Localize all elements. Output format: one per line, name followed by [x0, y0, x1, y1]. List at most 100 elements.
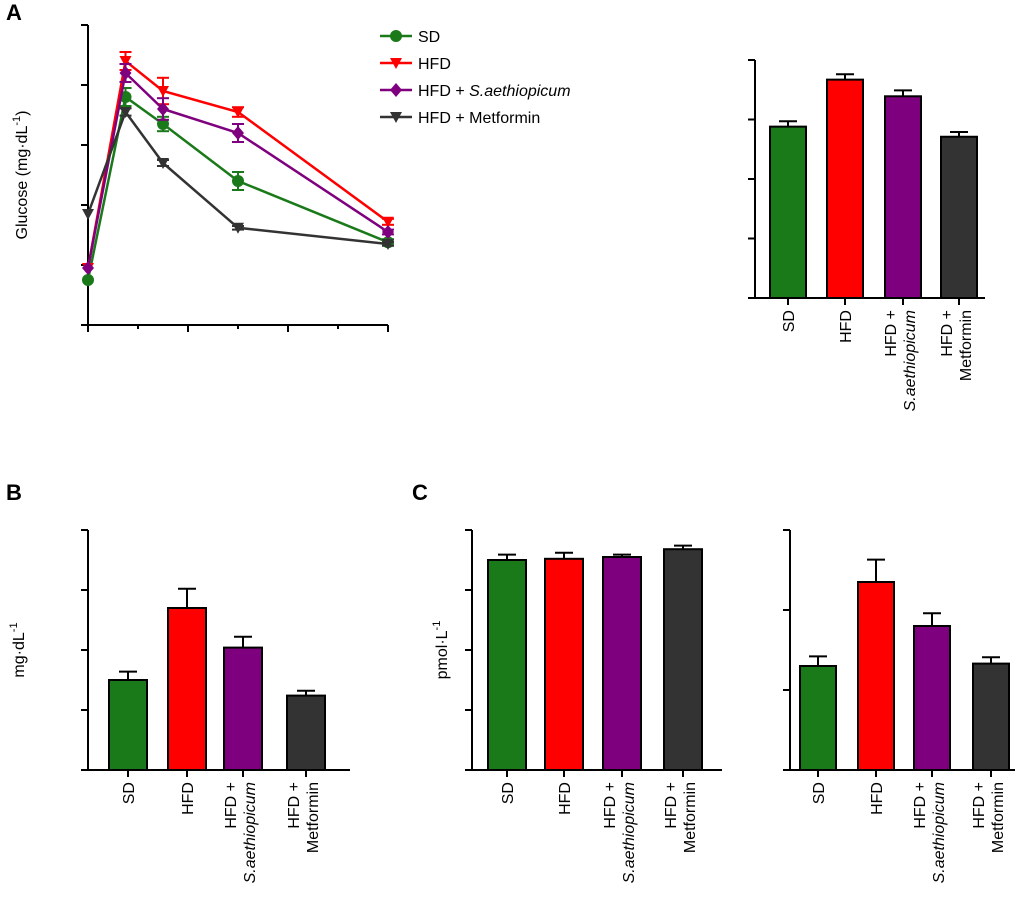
category-label-line1: SD: [811, 782, 828, 804]
bar-group-sd: [108, 670, 148, 771]
category-label: HFD + S.aethiopicum: [912, 782, 948, 883]
bar-group-met: [286, 689, 326, 771]
category-label-line1: HFD +: [883, 310, 900, 357]
bar: [663, 548, 703, 772]
category-label-line1: HFD +: [286, 782, 303, 829]
category-label-line2: Metformin: [305, 782, 322, 853]
y-axis-label-main: pmol·L: [434, 630, 451, 679]
data-point: [82, 209, 94, 220]
category-label: HFD: [557, 782, 574, 815]
bar-group-sd: [769, 120, 807, 299]
legend-marker: [390, 112, 402, 123]
category-label-line2: S.aethiopicum: [242, 782, 259, 883]
data-point: [119, 66, 132, 80]
category-label-line1: HFD +: [602, 782, 619, 829]
legend-label-plain: SD: [418, 29, 440, 46]
category-label-line2: Metformin: [682, 782, 699, 853]
data-point: [157, 102, 169, 116]
data-point: [232, 107, 244, 118]
category-label-line1: HFD +: [663, 782, 680, 829]
series-sd: [82, 87, 394, 286]
bar: [940, 135, 978, 299]
bar: [544, 557, 584, 771]
legend-label-plain: HFD + Metformin: [418, 110, 540, 127]
bar: [799, 665, 837, 771]
category-label-line1: HFD: [180, 782, 197, 815]
category-label: HFD + S.aethiopicum: [223, 782, 259, 883]
category-label: HFD + S.aethiopicum: [883, 310, 919, 411]
category-label: HFD + Metformin: [663, 782, 699, 853]
data-point: [82, 261, 94, 275]
y-axis-label-sup: -1: [431, 621, 443, 631]
bar: [487, 559, 527, 771]
data-point: [82, 274, 94, 286]
legend-marker: [390, 58, 402, 69]
insulin-bar-chart: pmol·L-1SD HFD HFD + S.aethiopicum HFD + Metf…: [431, 529, 722, 883]
bar: [826, 78, 864, 300]
category-label: HFD: [869, 782, 886, 815]
bar: [286, 694, 326, 771]
bar: [769, 125, 807, 299]
data-point: [119, 56, 132, 67]
y-axis-label: Glucose (mg·dL-1): [11, 111, 31, 240]
bar: [602, 556, 642, 771]
series-sa: [82, 63, 394, 275]
bar: [913, 625, 951, 771]
legend-label-plain: HFD +: [418, 83, 469, 100]
category-label-line2: S.aethiopicum: [621, 782, 638, 883]
category-label-line2: Metformin: [958, 310, 975, 381]
category-label: HFD + Metformin: [939, 310, 975, 381]
category-label-line1: HFD: [557, 782, 574, 815]
bar-group-sa: [884, 89, 922, 299]
legend-label: HFD: [418, 56, 451, 73]
data-point: [157, 86, 169, 97]
category-label-line2: S.aethiopicum: [931, 782, 948, 883]
data-point: [232, 175, 244, 187]
bar: [884, 95, 922, 299]
series-met: [82, 107, 394, 250]
category-label-line2: S.aethiopicum: [902, 310, 919, 411]
y-axis-label: mg·dL-1: [8, 622, 28, 677]
glucose-bar-chart: mg·dL-1SD HFD HFD + S.aethiopicum HFD + Metfo…: [8, 529, 350, 883]
bar-group-hfd: [544, 551, 584, 771]
legend-marker: [390, 83, 402, 97]
legend-label: SD: [418, 29, 440, 46]
bar: [857, 581, 895, 771]
bar-group-sa: [223, 635, 263, 771]
bar-group-met: [940, 130, 978, 299]
bar: [167, 607, 207, 771]
data-point: [157, 158, 169, 169]
category-label-line1: HFD: [869, 782, 886, 815]
bar-group-sa: [602, 553, 642, 771]
category-label: HFD + S.aethiopicum: [602, 782, 638, 883]
bar-group-hfd: [857, 558, 895, 771]
y-axis-label-main: Glucose (mg·dL: [14, 126, 31, 240]
category-label: SD: [500, 782, 517, 804]
category-label: HFD: [838, 310, 855, 343]
category-label: HFD + Metformin: [971, 782, 1007, 853]
data-point: [157, 118, 169, 130]
legend: SD HFD HFD + S.aethiopicum HFD + Metformin: [380, 29, 571, 127]
category-label-line1: HFD +: [971, 782, 988, 829]
panel-letter-b: B: [6, 480, 22, 505]
bar-group-hfd: [167, 587, 207, 771]
category-label-line2: Metformin: [990, 782, 1007, 853]
category-label-line1: HFD +: [912, 782, 929, 829]
series-line: [86, 58, 389, 269]
category-label-line1: HFD +: [223, 782, 240, 829]
data-point: [382, 225, 394, 239]
category-label: HFD: [180, 782, 197, 815]
category-label-line1: SD: [781, 310, 798, 332]
data-point: [232, 222, 244, 234]
category-label: SD: [781, 310, 798, 332]
category-label: SD: [811, 782, 828, 804]
legend-label: HFD + Metformin: [418, 110, 540, 127]
panel-letter-a: A: [6, 0, 22, 25]
bar-group-met: [663, 544, 703, 772]
y-axis-label-sup: -1: [11, 116, 23, 126]
bar: [108, 679, 148, 771]
data-point: [382, 239, 394, 250]
category-label-line1: HFD: [838, 310, 855, 343]
category-label-line1: HFD +: [939, 310, 956, 357]
